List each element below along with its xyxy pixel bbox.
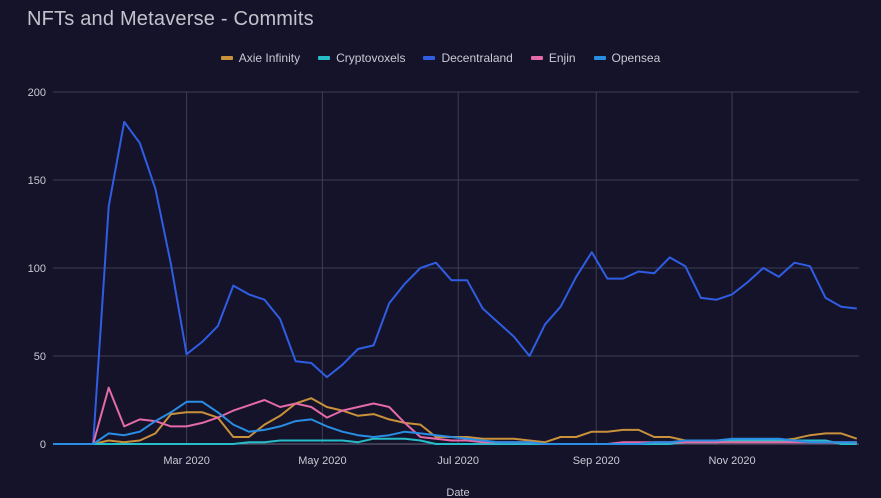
series-lines [53, 120, 858, 445]
series-line-enjin [53, 386, 857, 445]
x-tick-label: May 2020 [298, 455, 346, 467]
legend-item[interactable]: Decentraland [423, 51, 513, 65]
y-tick-label: 0 [40, 439, 46, 451]
x-axis-title: Date [446, 487, 469, 498]
legend-label: Decentraland [441, 51, 513, 65]
legend-swatch [318, 56, 331, 60]
legend-swatch [423, 56, 436, 60]
x-tick-label: Sep 2020 [573, 455, 620, 467]
legend-label: Axie Infinity [238, 51, 301, 65]
x-tick-label: Jul 2020 [437, 455, 479, 467]
x-tick-label: Mar 2020 [163, 455, 209, 467]
series-line-opensea [53, 400, 857, 445]
y-tick-label: 150 [28, 175, 46, 187]
legend-label: Cryptovoxels [336, 51, 406, 65]
legend-swatch [220, 56, 233, 60]
legend-swatch [593, 56, 606, 60]
series-line-decentraland [53, 120, 857, 445]
legend-item[interactable]: Cryptovoxels [318, 51, 405, 65]
y-tick-labels: 0 50 100 150 200 [28, 87, 46, 451]
chart-title: NFTs and Metaverse - Commits [27, 8, 314, 30]
legend-label: Enjin [548, 51, 576, 65]
legend-label: Opensea [611, 51, 661, 65]
y-tick-label: 50 [34, 351, 46, 363]
x-tick-labels: Mar 2020 May 2020 Jul 2020 Sep 2020 Nov 2020 [163, 455, 755, 467]
legend-swatch [530, 56, 543, 60]
legend-item[interactable]: Axie Infinity [220, 51, 301, 65]
legend-item[interactable]: Opensea [593, 51, 661, 65]
x-tick-label: Nov 2020 [709, 455, 756, 467]
grid-lines [53, 91, 859, 445]
legend-item[interactable]: Enjin [530, 51, 576, 65]
y-tick-label: 100 [28, 263, 46, 275]
legend: Axie Infinity Cryptovoxels Decentraland Enj… [0, 51, 881, 65]
y-tick-label: 200 [28, 87, 46, 99]
